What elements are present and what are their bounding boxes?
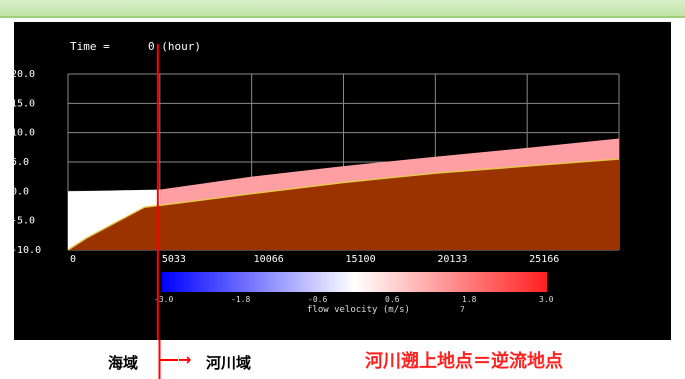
- colorbar-tick-label: -0.6: [308, 295, 327, 304]
- axis-labels: 20.0 15.0 10.0 5.0 0.0 -5.0 -10.0 0 5033 10066 151…: [14, 69, 559, 265]
- x-tick-label: 5033: [162, 254, 186, 265]
- colorbar: -3.0 -1.8 -0.6 0.6 1.8 3.0: [154, 272, 554, 304]
- river-water-area: [159, 138, 619, 206]
- backflow-point-label: 河川遡上地点＝逆流地点: [365, 351, 563, 372]
- x-tick-label: 0: [70, 254, 76, 265]
- colorbar-tick-label: 1.8: [462, 295, 477, 304]
- y-tick-label: -5.0: [14, 216, 35, 227]
- colorbar-tick-label: -3.0: [154, 295, 173, 304]
- y-tick-label: 15.0: [14, 98, 35, 109]
- sea-water-area: [68, 189, 160, 250]
- y-tick-label: 0.0: [14, 186, 29, 197]
- sea-area-label: 海域: [108, 354, 139, 372]
- riverbed-area: [68, 159, 619, 250]
- x-tick-label: 25166: [529, 254, 559, 265]
- arrow-glyph: →: [178, 350, 192, 369]
- y-tick-label: -10.0: [14, 245, 41, 256]
- x-tick-label: 20133: [437, 254, 467, 265]
- simulation-panel: Time = 0 (hour) 20.0 15.0 10.0 5.0 0.0 -5.0 -1…: [14, 22, 671, 340]
- river-area-label: 河川域: [206, 354, 252, 372]
- stray-mark: 7: [460, 305, 465, 314]
- y-tick-label: 5.0: [14, 157, 29, 168]
- colorbar-label: flow velocity (m/s): [307, 305, 410, 315]
- simulation-chart: Time = 0 (hour) 20.0 15.0 10.0 5.0 0.0 -5.0 -1…: [14, 40, 620, 340]
- x-tick-label: 10066: [254, 254, 284, 265]
- time-prefix: Time =: [70, 40, 110, 53]
- colorbar-rect: [162, 272, 547, 292]
- colorbar-tick-label: 0.6: [385, 295, 400, 304]
- y-tick-label: 20.0: [14, 69, 35, 80]
- x-tick-label: 15100: [346, 254, 376, 265]
- time-value: 0 (hour): [148, 40, 201, 53]
- riverbed-outline: [67, 158, 620, 251]
- colorbar-tick-label: 3.0: [539, 295, 554, 304]
- colorbar-tick-label: -1.8: [231, 295, 250, 304]
- top-banner: [0, 0, 685, 18]
- plot-areas: [67, 138, 620, 251]
- y-tick-label: 10.0: [14, 128, 35, 139]
